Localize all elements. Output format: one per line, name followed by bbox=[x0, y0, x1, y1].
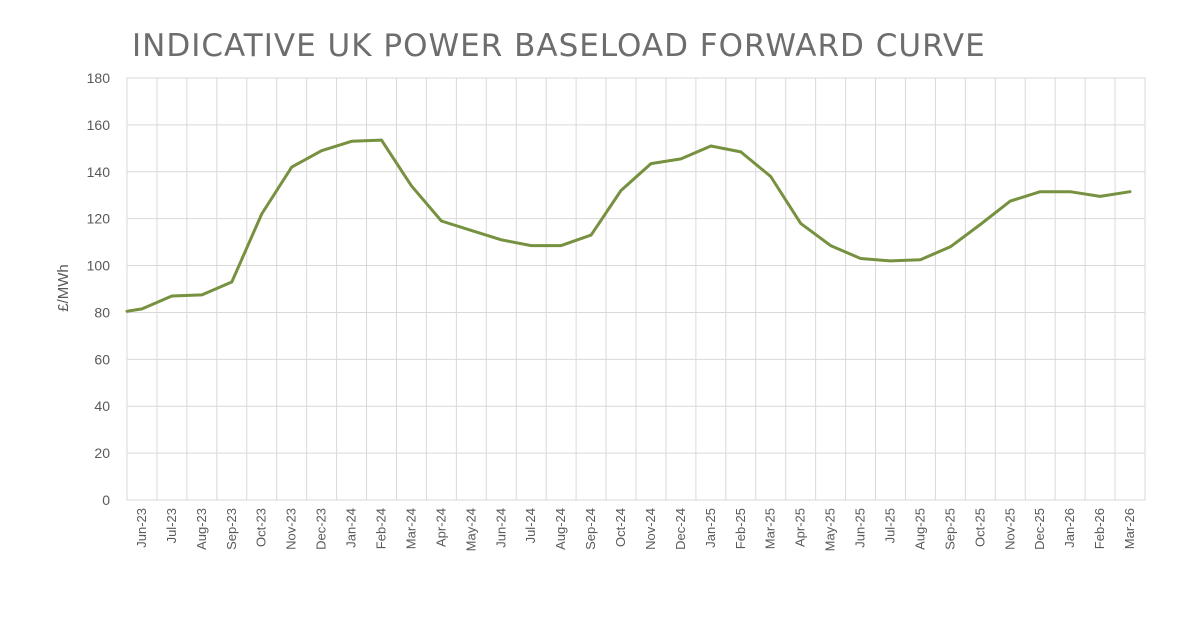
data-point bbox=[649, 162, 653, 165]
series-group bbox=[125, 138, 1132, 313]
data-point bbox=[919, 258, 922, 261]
x-tick-label: May-24 bbox=[463, 508, 478, 551]
data-point bbox=[470, 229, 473, 232]
data-point bbox=[1068, 190, 1072, 193]
x-tick-label: Mar-24 bbox=[403, 508, 418, 549]
x-tick-label: Oct-25 bbox=[972, 508, 987, 547]
x-tick-label: Feb-25 bbox=[733, 508, 748, 549]
data-point bbox=[230, 280, 233, 284]
y-tick-label: 120 bbox=[87, 211, 111, 227]
y-tick-label: 0 bbox=[102, 492, 110, 508]
x-tick-label: Jan-24 bbox=[344, 508, 359, 548]
data-point bbox=[530, 244, 533, 247]
data-point bbox=[500, 238, 503, 241]
x-axis-tick-labels: Jun-23 Jul-23 Aug-23 Sep-23 Oct-23 Nov-23 Dec-… bbox=[134, 508, 1137, 551]
x-tick-label: Nov-23 bbox=[284, 508, 299, 550]
x-tick-label: Sep-25 bbox=[942, 508, 957, 550]
y-tick-label: 40 bbox=[94, 398, 110, 414]
data-point bbox=[1039, 190, 1042, 193]
data-point bbox=[559, 244, 563, 247]
x-tick-label: Feb-24 bbox=[374, 508, 389, 549]
data-point bbox=[799, 222, 802, 225]
x-tick-label: Jun-24 bbox=[493, 508, 508, 548]
y-tick-label: 100 bbox=[87, 258, 111, 274]
x-tick-label: Oct-24 bbox=[613, 508, 628, 547]
data-point bbox=[140, 307, 144, 311]
data-point bbox=[589, 233, 593, 237]
x-tick-label: Aug-24 bbox=[553, 508, 568, 550]
x-tick-label: Nov-24 bbox=[643, 508, 658, 550]
x-tick-label: Jan-26 bbox=[1062, 508, 1077, 548]
y-tick-label: 180 bbox=[87, 70, 111, 86]
data-point bbox=[380, 138, 383, 142]
y-axis-label: £/MWh bbox=[55, 264, 72, 312]
x-tick-label: Mar-26 bbox=[1122, 508, 1137, 549]
data-point bbox=[949, 245, 952, 248]
chart-title: INDICATIVE UK POWER BASELOAD FORWARD CUR… bbox=[132, 28, 986, 64]
x-tick-label: May-25 bbox=[823, 508, 838, 551]
x-tick-label: Feb-26 bbox=[1092, 508, 1107, 549]
x-tick-label: Jul-25 bbox=[883, 508, 898, 543]
data-point bbox=[200, 293, 204, 297]
x-tick-label: Jan-25 bbox=[703, 508, 718, 548]
x-tick-label: Sep-24 bbox=[583, 508, 598, 550]
data-point bbox=[889, 259, 892, 263]
y-axis-tick-labels: 0 20 40 60 80 100 120 140 160 180 bbox=[87, 70, 111, 508]
vertical-gridlines bbox=[156, 78, 1116, 500]
data-point bbox=[125, 310, 129, 313]
y-tick-label: 140 bbox=[87, 164, 111, 180]
data-point bbox=[979, 223, 982, 226]
data-point bbox=[290, 165, 293, 169]
x-tick-label: Jul-23 bbox=[164, 508, 179, 543]
x-tick-label: Apr-25 bbox=[793, 508, 808, 547]
data-point bbox=[619, 189, 623, 192]
x-tick-label: Dec-25 bbox=[1032, 508, 1047, 550]
data-point bbox=[679, 157, 683, 161]
data-point bbox=[350, 140, 353, 143]
data-point bbox=[410, 184, 413, 187]
y-tick-label: 20 bbox=[94, 445, 110, 461]
x-tick-label: Jul-24 bbox=[523, 508, 538, 543]
data-point bbox=[1128, 190, 1132, 193]
x-tick-label: Jun-23 bbox=[134, 508, 149, 548]
series-line bbox=[125, 138, 1132, 313]
y-tick-label: 60 bbox=[94, 351, 110, 367]
y-tick-label: 80 bbox=[94, 304, 110, 320]
data-point bbox=[709, 144, 713, 148]
data-point bbox=[829, 244, 832, 247]
x-tick-label: Nov-25 bbox=[1002, 508, 1017, 550]
data-point bbox=[769, 175, 772, 178]
y-tick-label: 160 bbox=[87, 117, 111, 133]
data-point bbox=[170, 294, 174, 298]
data-point bbox=[1098, 195, 1102, 198]
x-tick-label: Dec-24 bbox=[673, 508, 688, 550]
data-point bbox=[739, 150, 742, 154]
x-tick-label: Sep-23 bbox=[224, 508, 239, 550]
x-tick-label: Aug-25 bbox=[912, 508, 927, 550]
data-point bbox=[1009, 199, 1012, 203]
x-tick-label: Aug-23 bbox=[194, 508, 209, 550]
x-tick-label: Oct-23 bbox=[254, 508, 269, 547]
x-tick-label: Jun-25 bbox=[853, 508, 868, 548]
x-tick-label: Dec-23 bbox=[314, 508, 329, 550]
data-point bbox=[260, 212, 263, 216]
x-tick-label: Apr-24 bbox=[433, 508, 448, 547]
x-tick-label: Mar-25 bbox=[763, 508, 778, 549]
data-point bbox=[320, 149, 323, 152]
data-point bbox=[859, 257, 862, 260]
data-point bbox=[440, 219, 443, 223]
